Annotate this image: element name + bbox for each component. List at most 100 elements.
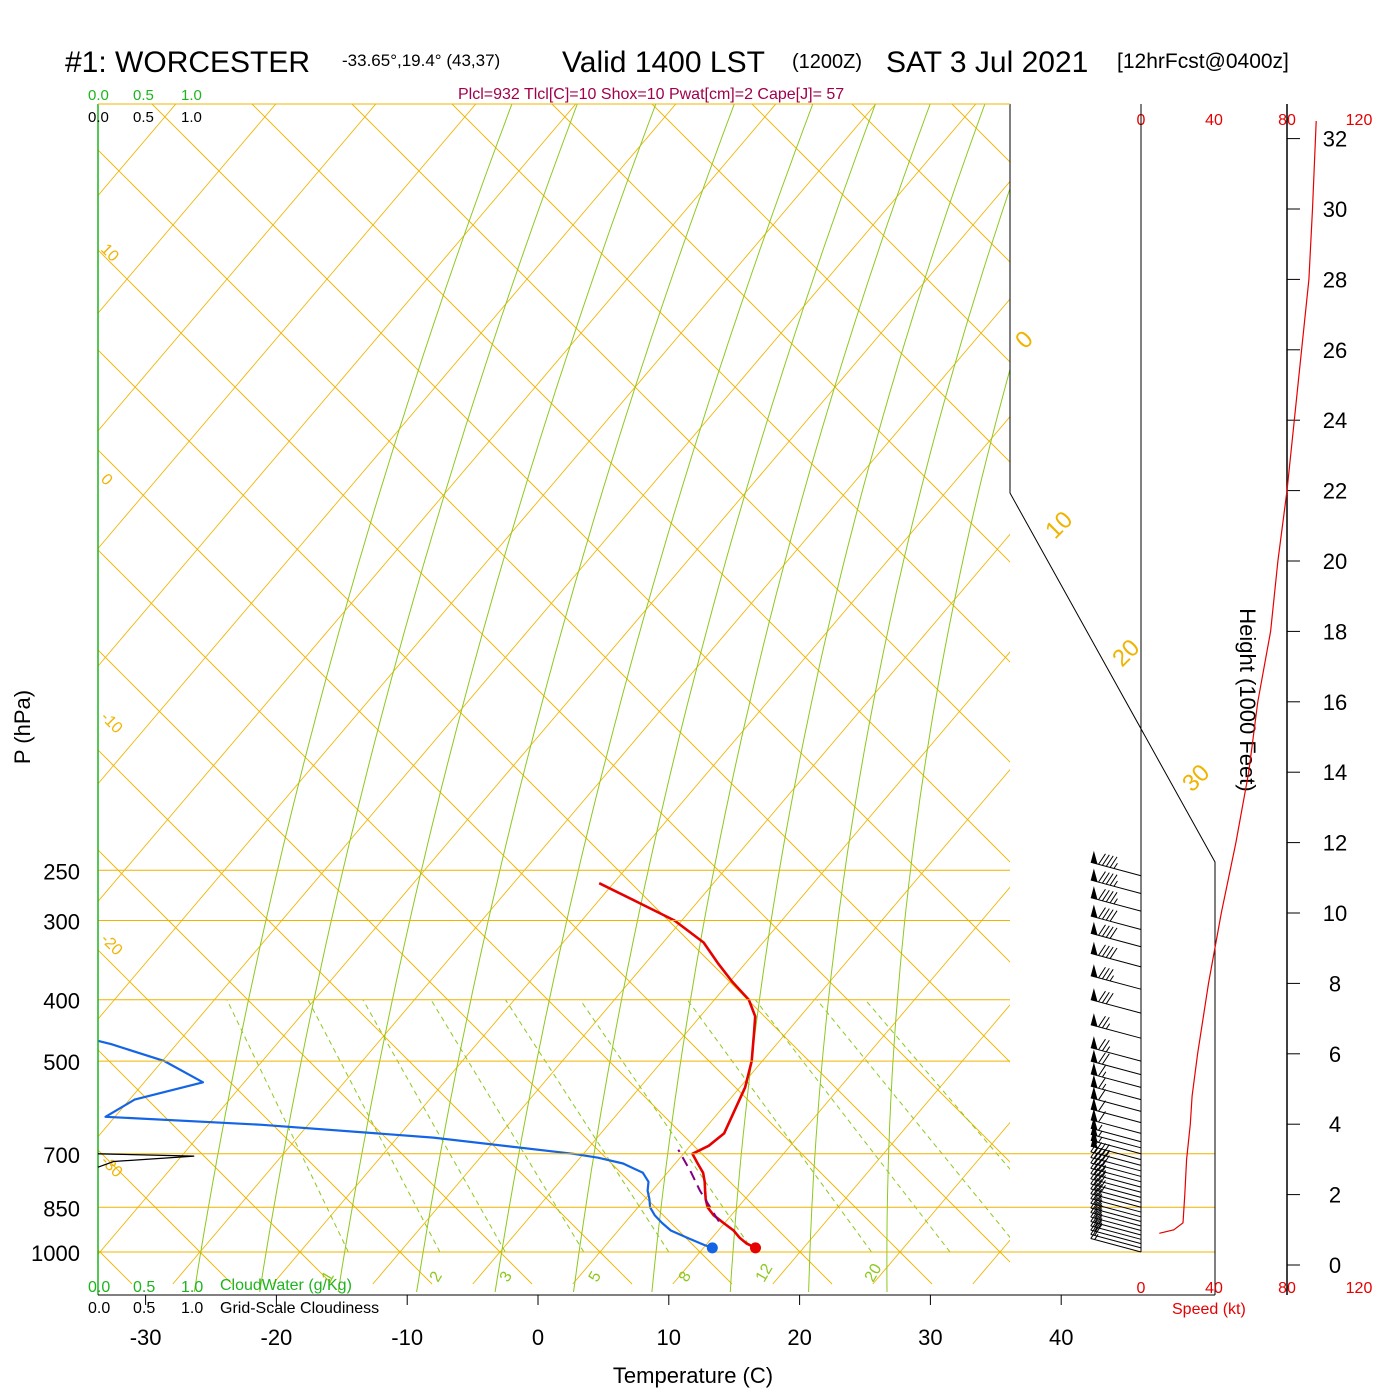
barb-staff — [1090, 1207, 1142, 1222]
wind-barb — [1090, 1074, 1142, 1101]
barb-half-flag — [1109, 975, 1114, 982]
isotherm-line — [98, 104, 977, 1138]
moist-adiabat-line — [729, 104, 986, 1293]
utc-label: (1200Z) — [792, 51, 862, 73]
cloud-scale-label: 0.0 — [88, 109, 109, 126]
height-tick-label: 18 — [1323, 619, 1347, 644]
dry-adiabat-label: 0 — [97, 471, 115, 489]
dry-adiabat-line — [451, 104, 1010, 663]
height-tick-label: 28 — [1323, 267, 1347, 292]
barb-flag — [1101, 967, 1110, 980]
wind-barb — [1090, 1152, 1142, 1177]
cloudiness-label: Grid-Scale Cloudiness — [220, 1300, 379, 1317]
height-tick-label: 24 — [1323, 408, 1347, 433]
isotherm-line — [872, 1121, 1010, 1285]
wind-barb — [1090, 1116, 1142, 1143]
wind-barb — [1090, 1227, 1142, 1253]
barb-flag — [1090, 1215, 1099, 1227]
moist-adiabat-line — [886, 367, 1010, 1293]
barb-flag — [1105, 855, 1114, 867]
wind-barbs — [1090, 850, 1142, 1253]
height-axis-label: Height (1000 Feet) — [1235, 608, 1260, 791]
dry-adiabat-line — [651, 104, 1010, 463]
barb-flag — [1105, 969, 1114, 981]
barb-staff — [1090, 1108, 1142, 1124]
barb-pennant — [1090, 1062, 1098, 1076]
mixing-ratio-line — [307, 999, 441, 1253]
cloud-scale-label: 0.0 — [88, 1300, 110, 1317]
dry-adiabat-line — [98, 249, 1010, 1163]
barb-half-flag — [1098, 1222, 1103, 1229]
barb-flag — [1094, 1188, 1103, 1200]
barb-half-flag — [1098, 1136, 1103, 1143]
barb-flag — [1101, 925, 1110, 937]
barb-flag — [1105, 873, 1114, 885]
cloud-scale-label: 0.5 — [133, 87, 154, 104]
barb-flag — [1105, 992, 1114, 1005]
barb-pennant — [1090, 921, 1098, 936]
barb-flag — [1098, 924, 1106, 936]
barb-flag — [1101, 945, 1110, 957]
barb-flag — [1101, 1155, 1110, 1167]
dry-adiabat-line — [98, 349, 1010, 1263]
barb-staff — [1090, 975, 1142, 990]
dry-adiabat-line — [98, 849, 533, 1285]
dry-adiabat-line — [98, 1049, 333, 1285]
surface-dewpoint-dot — [706, 1242, 718, 1254]
dry-adiabat-line — [251, 104, 1010, 863]
barb-staff — [1090, 1162, 1142, 1177]
height-tick-label: 4 — [1329, 1112, 1341, 1137]
barb-flag — [1101, 872, 1110, 884]
x-tick-label: 0 — [532, 1325, 544, 1350]
barb-staff — [1090, 1225, 1142, 1240]
barb-pennant — [1090, 964, 1098, 978]
barb-staff — [1090, 1233, 1142, 1249]
isotherm-line — [672, 886, 1010, 1285]
barb-flag — [1101, 854, 1110, 866]
height-tick-label: 10 — [1323, 901, 1347, 926]
right-border-line — [1009, 104, 1216, 1295]
barb-pennant — [1090, 1097, 1098, 1111]
height-tick-label: 16 — [1323, 690, 1347, 715]
isotherm-line — [98, 104, 577, 667]
isotherm-line — [98, 104, 677, 785]
barb-staff — [1090, 861, 1142, 877]
dry-adiabat-line — [151, 104, 1010, 963]
dry-adiabat-label: -20 — [97, 931, 125, 959]
barb-staff — [1090, 915, 1142, 931]
barb-flag — [1094, 1211, 1103, 1223]
wind-barb — [1090, 988, 1142, 1014]
barb-staff — [1090, 1167, 1142, 1183]
barb-flag — [1101, 889, 1110, 902]
isotherm-line — [572, 768, 1010, 1285]
x-tick-label: 20 — [787, 1325, 811, 1350]
isotherm-line — [98, 104, 477, 550]
barb-pennant — [1090, 1108, 1098, 1122]
barb-flag — [1101, 1039, 1110, 1052]
barb-staff — [1090, 1060, 1142, 1076]
wind-barb — [1090, 1206, 1142, 1232]
wind-barb — [1090, 921, 1142, 948]
x-tick-label: -30 — [130, 1325, 162, 1350]
chart-labels: #1: WORCESTER -33.65°,19.4° (43,37) Vali… — [10, 46, 1289, 1388]
barb-staff — [1090, 1183, 1142, 1198]
speed-tick-label: 40 — [1205, 112, 1223, 129]
height-tick-label: 14 — [1323, 760, 1347, 785]
barb-half-flag — [1098, 1213, 1103, 1220]
barb-flag — [1101, 1053, 1110, 1065]
isotherm-line — [172, 298, 1010, 1285]
barb-flag — [1090, 1201, 1099, 1213]
barb-flag — [1109, 874, 1118, 886]
barb-flag — [1090, 1210, 1099, 1222]
barb-half-flag — [1113, 862, 1118, 869]
barb-flag — [1101, 908, 1110, 920]
x-tick-label: 10 — [657, 1325, 681, 1350]
dry-adiabat-line — [98, 649, 733, 1285]
dry-adiabat-label: 10 — [1040, 506, 1078, 544]
barb-staff — [1090, 1133, 1142, 1149]
barb-flag — [1098, 990, 1106, 1003]
moist-adiabat-line — [651, 104, 931, 1293]
temperature-line — [598, 882, 757, 1249]
